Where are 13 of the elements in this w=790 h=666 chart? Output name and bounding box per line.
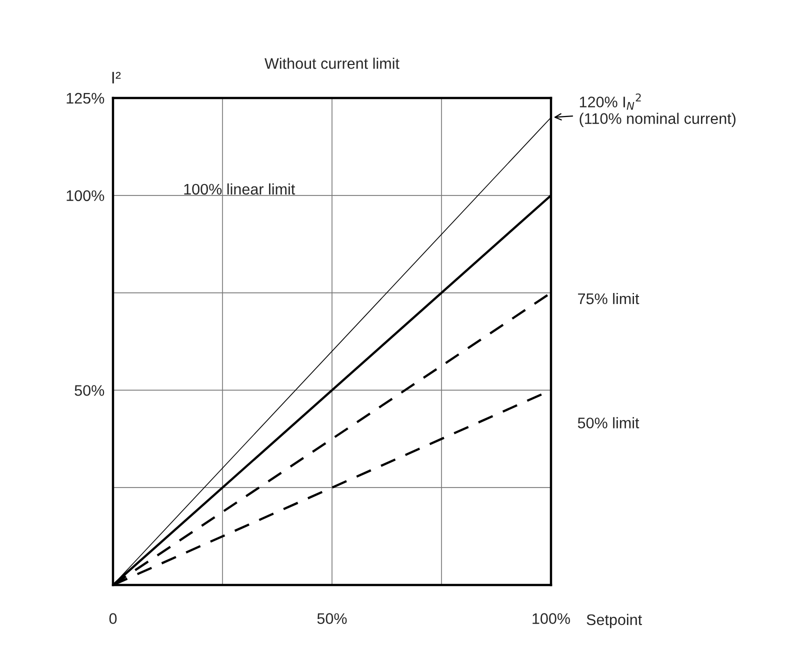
annotation: 120% I$_{N}$$^{2}$ (110% nominal current)	[580, 93, 736, 128]
text: 50% limit	[578, 417, 640, 428]
y-tick-label: 125%	[66, 92, 104, 104]
x-tick-label: 0	[109, 613, 117, 624]
annotation: 100% linear limit	[184, 183, 296, 195]
x-tick-label: 100%	[532, 613, 570, 624]
x-axis-title: Setpoint	[586, 614, 642, 628]
x-tick-label: 50%	[317, 613, 347, 624]
y-tick-label: 100%	[66, 190, 104, 202]
text: 75% limit	[578, 292, 640, 304]
y-axis-title: I²	[112, 72, 121, 84]
chart-title: Without current limit	[264, 58, 400, 69]
y-tick-label: 50%	[74, 385, 104, 396]
